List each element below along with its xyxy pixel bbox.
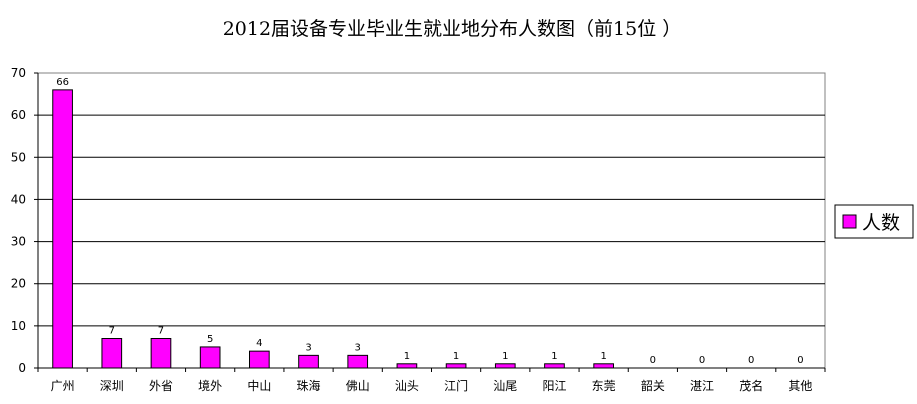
x-tick-label: 其他 (788, 379, 812, 393)
data-labels: 66 7 7 5 4 3 3 1 1 1 1 1 0 0 0 0 (56, 77, 803, 366)
x-tick-label: 境外 (198, 378, 222, 393)
x-tick-label: 广州 (51, 379, 75, 393)
x-tick-label: 茂名 (739, 378, 763, 393)
bar (396, 363, 418, 369)
data-label: 3 (355, 342, 361, 353)
y-tick-label: 40 (11, 192, 26, 206)
bar (593, 363, 614, 369)
y-tick-label: 30 (11, 235, 26, 249)
data-label: 0 (650, 355, 656, 366)
x-tick-label: 外省 (149, 379, 173, 393)
x-tick-label: 珠海 (297, 378, 321, 393)
data-label: 3 (305, 342, 311, 353)
y-tick-label: 0 (18, 361, 26, 375)
x-tick-label: 湛江 (690, 379, 714, 393)
x-tick-label: 汕头 (395, 379, 419, 393)
data-label: 0 (748, 355, 754, 366)
plot-area (37, 72, 826, 369)
x-tick-label: 汕尾 (493, 379, 517, 393)
y-tick-label: 50 (11, 150, 26, 164)
data-label: 7 (109, 326, 115, 337)
bar (249, 350, 270, 369)
bar (494, 363, 516, 369)
x-tick-label: 佛山 (346, 379, 370, 393)
bar (199, 346, 221, 369)
y-tick-label: 20 (11, 277, 26, 291)
y-axis: 0 10 20 30 40 50 60 70 (11, 66, 39, 375)
x-tick-label: 江门 (444, 378, 468, 393)
bar (298, 354, 319, 369)
chart-title: 2012届设备专业毕业生就业地分布人数图（前15位 ） (223, 18, 682, 40)
legend: 人数 (834, 204, 914, 239)
x-tick-label: 东莞 (592, 379, 616, 393)
data-label: 66 (56, 77, 69, 88)
data-label: 1 (551, 351, 557, 362)
gridlines (38, 114, 825, 327)
bar (52, 89, 73, 369)
y-tick-label: 10 (11, 319, 26, 333)
bar (150, 338, 172, 369)
legend-swatch (842, 214, 857, 229)
bar (347, 354, 369, 369)
bar (544, 363, 565, 369)
x-tick-label: 韶关 (641, 378, 665, 393)
data-label: 1 (453, 351, 459, 362)
y-tick-label: 60 (11, 108, 26, 122)
data-label: 4 (256, 338, 262, 349)
data-label: 1 (502, 351, 508, 362)
data-label: 1 (600, 351, 606, 362)
data-label: 0 (797, 355, 803, 366)
bars (52, 89, 614, 369)
legend-label: 人数 (862, 212, 900, 234)
x-axis: 广州 深圳 外省 境外 中山 珠海 佛山 汕头 江门 汕尾 阳江 东莞 韶关 湛江 茂名 其他 (37, 367, 826, 393)
y-tick-label: 70 (11, 66, 26, 80)
data-label: 7 (158, 326, 164, 337)
data-label: 0 (699, 355, 705, 366)
x-tick-label: 阳江 (542, 379, 566, 393)
x-tick-label: 深圳 (100, 379, 124, 393)
data-label: 5 (207, 334, 213, 345)
x-tick-label: 中山 (247, 378, 271, 393)
bar (101, 338, 123, 369)
data-label: 1 (404, 351, 410, 362)
bar (445, 363, 467, 369)
